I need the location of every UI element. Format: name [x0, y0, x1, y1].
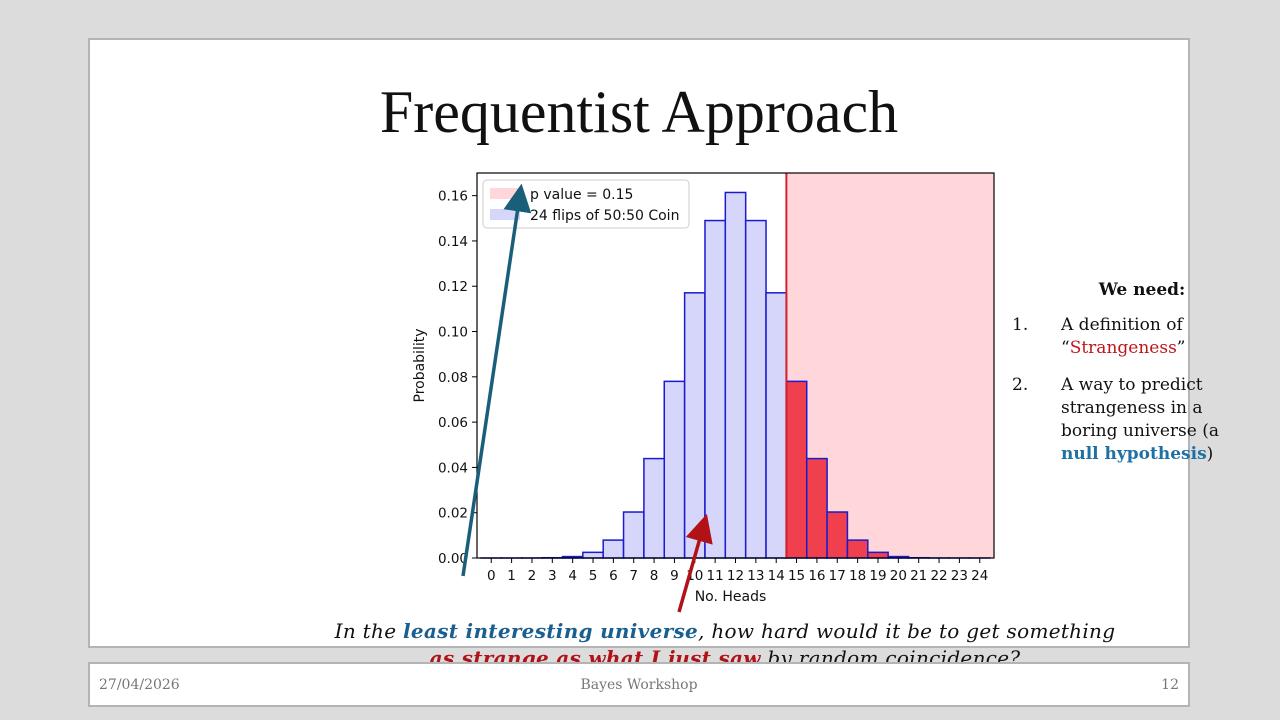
- probability-chart: 0 1 2 3 4 5 6 7 8 9 10 11 12 13 14 15 16 17 18 19 20 21 22 23 24…: [412, 172, 995, 605]
- requirement-text-part: A definition of: [1061, 315, 1183, 335]
- bar-19: [867, 551, 889, 559]
- y-tick-label: 0.12: [438, 279, 468, 295]
- requirement-text-part: ): [1206, 444, 1214, 464]
- x-tick-label: 13: [747, 568, 764, 584]
- y-axis-label: Probability: [412, 328, 428, 402]
- x-tick-label: 14: [768, 568, 785, 584]
- requirement-text-part: A way to predict strangeness in a boring…: [1061, 375, 1219, 441]
- x-tick-label: 17: [829, 568, 846, 584]
- y-tick-label: 0.00: [438, 551, 468, 567]
- y-tick-label: 0.08: [438, 370, 468, 386]
- bar-15: [785, 380, 808, 559]
- x-tick-label: 20: [890, 568, 907, 584]
- bar-8: [643, 457, 666, 559]
- bar-6: [602, 539, 625, 559]
- x-tick-label: 16: [808, 568, 825, 584]
- x-tick-label: 1: [507, 568, 516, 584]
- slide-footer: 27/04/2026 Bayes Workshop 12: [88, 662, 1190, 707]
- slide-title: Frequentist Approach: [379, 79, 899, 145]
- bar-14: [765, 292, 788, 559]
- x-tick-label: 12: [727, 568, 744, 584]
- bar-18: [846, 539, 869, 559]
- bar-12: [724, 191, 747, 559]
- strangeness-term: Strangeness: [1069, 338, 1177, 358]
- requirement-text: A way to predict strangeness in a boring…: [1061, 374, 1252, 466]
- x-tick-label: 22: [930, 568, 947, 584]
- footer-title: Bayes Workshop: [580, 677, 698, 693]
- slide-caption: In the least interesting universe, how h…: [330, 618, 1120, 672]
- y-tick-label: 0.06: [438, 415, 468, 431]
- bar-7: [622, 511, 645, 559]
- x-tick-label: 9: [670, 568, 679, 584]
- requirement-item-1: 1. A definition of “Strangeness”: [1012, 314, 1252, 360]
- x-tick-label: 3: [548, 568, 557, 584]
- null-hypothesis-term: null hypothesis: [1061, 444, 1207, 464]
- x-tick-label: 21: [910, 568, 927, 584]
- legend-swatch-distribution: [490, 209, 520, 220]
- bar-13: [744, 219, 767, 559]
- caption-part: , how hard would it be to get something: [698, 619, 1116, 643]
- quote-close: ”: [1176, 338, 1186, 358]
- x-axis-label: No. Heads: [695, 589, 767, 605]
- legend-swatch-p-value: [490, 188, 520, 199]
- quote-open: “: [1061, 338, 1070, 358]
- caption-blue-highlight: least interesting universe: [403, 619, 699, 643]
- requirement-number: 2.: [1012, 375, 1029, 395]
- chart-legend: p value = 0.15 24 flips of 50:50 Coin: [482, 179, 690, 229]
- legend-label-p-value: p value = 0.15: [530, 187, 633, 203]
- requirement-number: 1.: [1012, 315, 1029, 335]
- bar-16: [805, 457, 828, 559]
- requirement-text: A definition of “Strangeness”: [1061, 314, 1252, 360]
- x-tick-label: 10: [686, 568, 703, 584]
- bar-11: [704, 219, 727, 559]
- y-tick-label: 0.04: [438, 460, 468, 476]
- x-tick-label: 19: [869, 568, 886, 584]
- x-tick-label: 18: [849, 568, 866, 584]
- requirements-heading: We need:: [1098, 280, 1186, 300]
- y-tick-label: 0.10: [438, 325, 468, 341]
- x-tick-label: 2: [528, 568, 537, 584]
- x-tick-label: 24: [971, 568, 988, 584]
- footer-date: 27/04/2026: [99, 677, 180, 693]
- bar-9: [663, 380, 686, 559]
- legend-label-distribution: 24 flips of 50:50 Coin: [530, 208, 679, 224]
- footer-page-number: 12: [1161, 677, 1179, 693]
- bar-10: [683, 292, 706, 559]
- bar-17: [826, 511, 849, 559]
- x-tick-label: 23: [951, 568, 968, 584]
- x-tick-label: 6: [609, 568, 618, 584]
- x-tick-label: 4: [568, 568, 577, 584]
- slide: Frequentist Approach 0 1 2 3 4 5 6 7 8 9 10 11 12 13 1…: [88, 38, 1219, 670]
- y-tick-label: 0.02: [438, 506, 468, 522]
- x-tick-label: 0: [487, 568, 496, 584]
- bar-5: [582, 551, 604, 559]
- caption-part: In the: [334, 619, 403, 643]
- y-tick-label: 0.14: [438, 234, 468, 250]
- x-tick-label: 7: [629, 568, 638, 584]
- requirement-item-2: 2. A way to predict strangeness in a bor…: [1012, 374, 1252, 466]
- x-tick-label: 15: [788, 568, 805, 584]
- x-tick-label: 5: [589, 568, 598, 584]
- requirements-list: We need: 1. A definition of “Strangeness…: [1012, 280, 1252, 480]
- x-tick-label: 8: [650, 568, 659, 584]
- x-tick-label: 11: [707, 568, 724, 584]
- y-tick-label: 0.16: [438, 189, 468, 205]
